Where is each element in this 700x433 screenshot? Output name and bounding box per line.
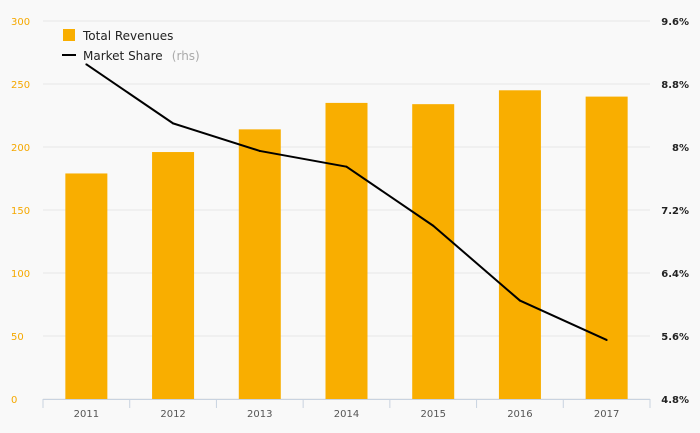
line-series-market-share: [85, 63, 608, 341]
legend-label-market-share-name: Market Share: [83, 49, 163, 63]
legend-label-total-revenues: Total Revenues: [82, 29, 173, 43]
bar-total-revenues-2013: [238, 129, 281, 400]
left-y-tick-label: 250: [11, 80, 30, 91]
legend-label-market-share-note: (rhs): [172, 49, 200, 63]
x-tick-label: 2012: [160, 409, 185, 420]
right-y-tick-label: 9.6%: [661, 17, 689, 28]
left-y-tick-label: 300: [11, 17, 30, 28]
right-y-tick-label: 6.4%: [661, 269, 689, 280]
point-market-share-2013: [258, 149, 261, 152]
left-y-tick-label: 50: [11, 332, 24, 343]
point-market-share-2014: [345, 165, 348, 168]
right-y-tick-label: 4.8%: [661, 395, 689, 406]
x-axis: 2011 2012 2013 2014 2015 2016 2017: [42, 399, 651, 420]
left-y-tick-label: 200: [11, 143, 30, 154]
point-market-share-2017: [605, 338, 608, 341]
point-market-share-2011: [85, 63, 88, 66]
right-y-tick-label: 8%: [672, 143, 689, 154]
point-market-share-2015: [432, 224, 435, 227]
x-tick-label: 2011: [74, 409, 99, 420]
legend-swatch-total-revenues: [63, 29, 75, 41]
x-tick-label: 2013: [247, 409, 272, 420]
left-y-axis: 0 50 100 150 200 250 300: [11, 17, 30, 406]
right-y-tick-label: 8.8%: [661, 80, 689, 91]
x-tick-label: 2017: [594, 409, 619, 420]
point-market-share-2016: [518, 299, 521, 302]
right-y-axis: 4.8% 5.6% 6.4% 7.2% 8% 8.8% 9.6%: [661, 17, 689, 406]
legend-label-market-share: Market Share (rhs): [83, 45, 200, 64]
bar-total-revenues-2016: [498, 90, 541, 400]
bar-total-revenues-2017: [585, 96, 628, 399]
x-tick-label: 2014: [334, 409, 359, 420]
bar-total-revenues-2014: [325, 102, 368, 400]
bar-total-revenues-2012: [152, 152, 195, 399]
point-market-share-2012: [172, 122, 175, 125]
left-y-tick-label: 100: [11, 269, 30, 280]
legend: Total Revenues Market Share (rhs): [62, 29, 200, 64]
bar-series-total-revenues: [65, 90, 628, 400]
x-tick-label: 2016: [507, 409, 532, 420]
right-y-tick-label: 5.6%: [661, 332, 689, 343]
left-y-tick-label: 0: [11, 395, 17, 406]
left-y-tick-label: 150: [11, 206, 30, 217]
x-tick-label: 2015: [420, 409, 445, 420]
right-y-tick-label: 7.2%: [661, 206, 689, 217]
bar-total-revenues-2011: [65, 173, 108, 399]
bar-total-revenues-2015: [412, 104, 455, 399]
